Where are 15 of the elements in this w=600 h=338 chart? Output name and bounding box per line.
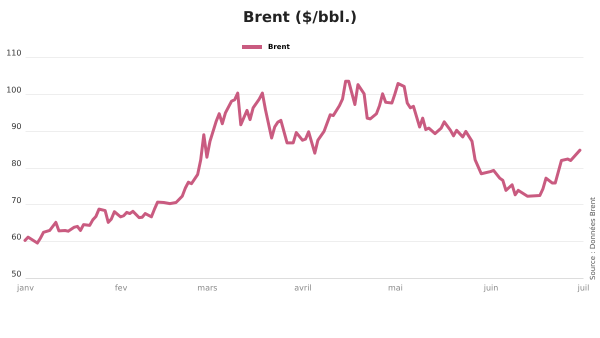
y-tick-label: 50 <box>11 270 22 278</box>
y-tick-label: 110 <box>6 48 22 58</box>
y-tick-label: 60 <box>11 232 22 242</box>
y-tick-label: 80 <box>11 159 22 168</box>
x-tick-label: avril <box>294 284 312 292</box>
y-tick-label: 100 <box>6 85 22 94</box>
x-tick-label: mai <box>388 284 403 292</box>
y-tick-label: 70 <box>11 196 22 205</box>
x-tick-label: juil <box>576 284 590 292</box>
x-tick-label: juin <box>482 284 498 292</box>
y-tick-label: 90 <box>11 122 22 132</box>
x-tick-label: fev <box>114 284 128 292</box>
chart-title: Brent ($/bbl.) <box>242 8 358 26</box>
x-tick-label: mars <box>197 284 218 292</box>
x-tick-label: janv <box>16 284 34 292</box>
